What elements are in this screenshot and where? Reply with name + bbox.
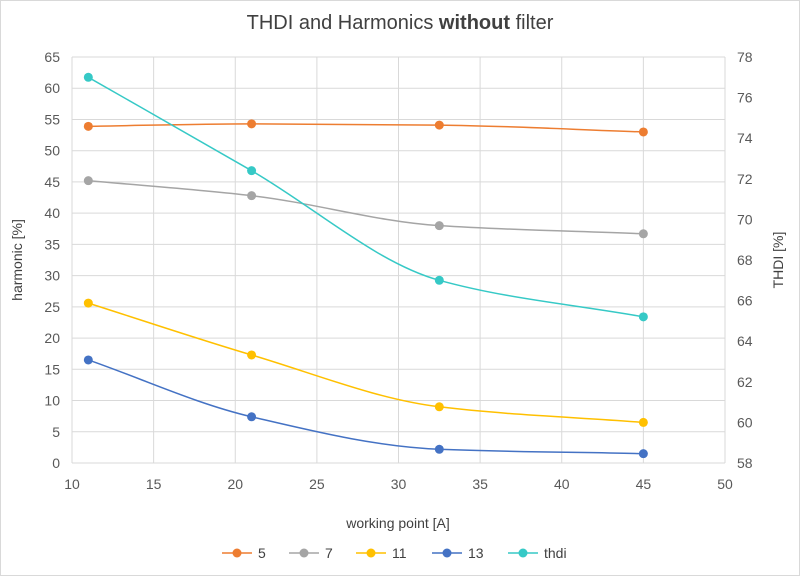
x-tick-label: 35 <box>472 476 488 492</box>
y-left-axis-label: harmonic [%] <box>9 219 25 301</box>
chart-title: THDI and Harmonics without filter <box>0 12 800 35</box>
y-right-tick-label: 66 <box>737 293 753 309</box>
data-point-5 <box>638 127 648 137</box>
x-tick-label: 10 <box>64 476 80 492</box>
y-left-tick-label: 55 <box>44 111 60 127</box>
y-left-tick-label: 40 <box>44 205 60 221</box>
y-right-tick-label: 76 <box>737 90 753 106</box>
data-point-5 <box>434 120 444 130</box>
data-point-7 <box>247 191 257 201</box>
chart-title-part2: filter <box>510 12 554 34</box>
y-left-tick-label: 25 <box>44 299 60 315</box>
data-point-thdi <box>434 275 444 285</box>
legend-marker-11 <box>366 548 376 558</box>
chart-title-bold: without <box>438 12 511 34</box>
x-tick-label: 50 <box>717 476 733 492</box>
y-right-tick-label: 64 <box>737 333 753 349</box>
legend-marker-thdi <box>518 548 528 558</box>
data-point-thdi <box>638 312 648 322</box>
legend-label-5: 5 <box>258 545 266 561</box>
y-right-tick-label: 72 <box>737 171 753 187</box>
legend-label-13: 13 <box>468 545 484 561</box>
legend-label-7: 7 <box>325 545 333 561</box>
y-right-tick-labels: 58 60 62 64 66 68 70 72 74 76 78 <box>737 49 753 471</box>
x-tick-label: 40 <box>554 476 570 492</box>
data-point-7 <box>638 229 648 239</box>
legend-marker-5 <box>232 548 242 558</box>
series-line-7 <box>88 179 644 235</box>
grid <box>71 56 726 464</box>
data-point-5 <box>247 119 257 129</box>
x-tick-label: 15 <box>146 476 162 492</box>
y-left-tick-label: 65 <box>44 49 60 65</box>
series-line-5 <box>88 123 644 133</box>
y-left-tick-label: 20 <box>44 330 60 346</box>
y-right-tick-label: 62 <box>737 374 753 390</box>
y-left-tick-label: 35 <box>44 236 60 252</box>
chart-title-part1: THDI and Harmonics <box>246 12 439 34</box>
series-line-11 <box>88 302 644 424</box>
data-point-13 <box>638 449 648 459</box>
y-right-tick-label: 74 <box>737 130 753 146</box>
y-right-axis-label: THDI [%] <box>770 232 786 289</box>
x-axis-label: working point [A] <box>345 515 450 531</box>
y-left-tick-label: 50 <box>44 143 60 159</box>
data-point-13 <box>434 444 444 454</box>
data-point-5 <box>83 121 93 131</box>
data-point-11 <box>83 298 93 308</box>
series-line-thdi <box>87 76 644 318</box>
y-right-tick-label: 68 <box>737 252 753 268</box>
y-left-tick-label: 45 <box>44 174 60 190</box>
y-left-tick-label: 15 <box>44 361 60 377</box>
y-left-tick-label: 30 <box>44 268 60 284</box>
data-point-13 <box>83 355 93 365</box>
x-tick-label: 30 <box>391 476 407 492</box>
data-point-thdi <box>247 166 257 176</box>
data-point-13 <box>247 412 257 422</box>
legend-marker-13 <box>442 548 452 558</box>
y-left-tick-label: 0 <box>52 455 60 471</box>
data-point-11 <box>247 350 257 360</box>
y-left-tick-label: 5 <box>52 424 60 440</box>
y-left-tick-label: 10 <box>44 393 60 409</box>
legend-label-thdi: thdi <box>544 545 567 561</box>
data-point-thdi <box>83 72 93 82</box>
x-tick-label: 20 <box>227 476 243 492</box>
data-point-11 <box>434 402 444 412</box>
y-right-tick-label: 58 <box>737 455 753 471</box>
data-point-11 <box>638 417 648 427</box>
legend: 5 7 11 13 thdi <box>222 545 567 561</box>
data-point-7 <box>434 221 444 231</box>
data-point-7 <box>83 176 93 186</box>
y-right-tick-label: 78 <box>737 49 753 65</box>
series-line-13 <box>88 359 644 455</box>
y-left-tick-label: 60 <box>44 80 60 96</box>
x-tick-labels: 10 15 20 25 30 35 40 45 50 <box>64 476 733 492</box>
legend-marker-7 <box>299 548 309 558</box>
x-tick-label: 25 <box>309 476 325 492</box>
series-group <box>83 72 648 459</box>
y-left-tick-labels: 0 5 10 15 20 25 30 35 40 45 50 55 60 65 <box>44 49 60 471</box>
y-right-tick-label: 70 <box>737 211 753 227</box>
legend-label-11: 11 <box>392 545 407 561</box>
y-right-tick-label: 60 <box>737 414 753 430</box>
x-tick-label: 45 <box>636 476 652 492</box>
